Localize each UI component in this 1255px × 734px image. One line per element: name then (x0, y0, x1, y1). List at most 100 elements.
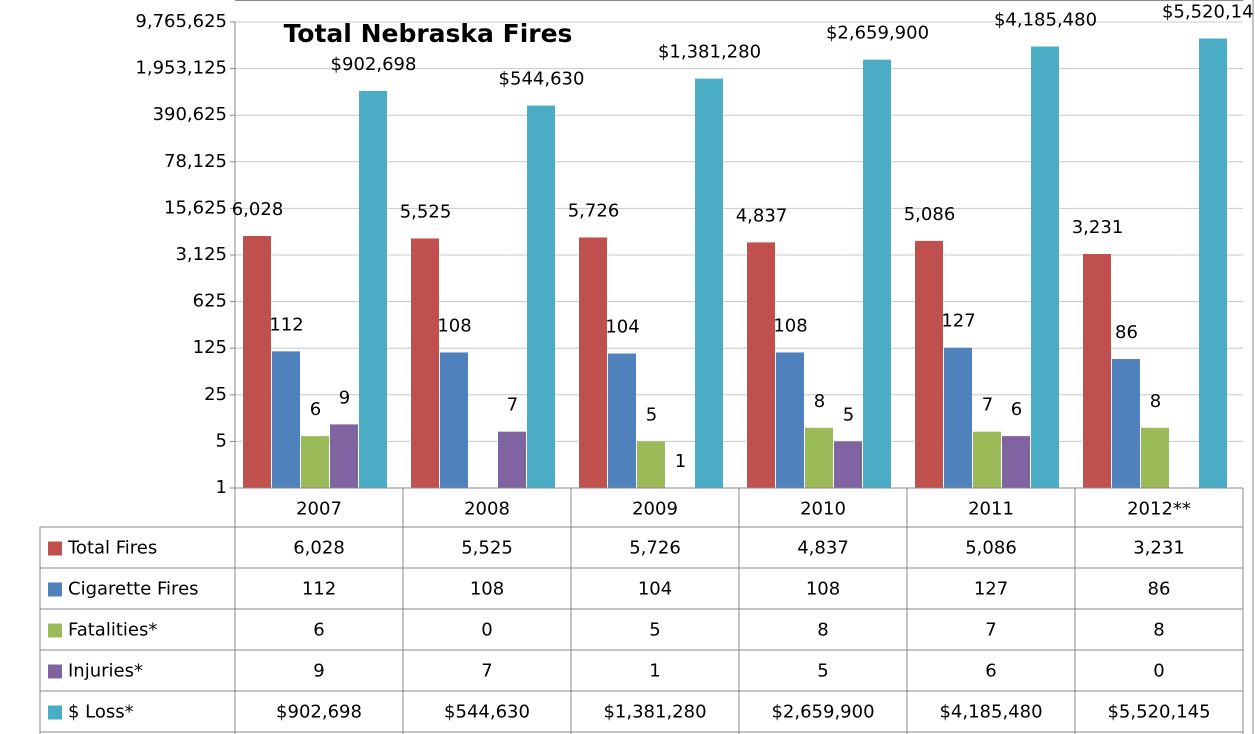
y-tick-label: 3,125 (175, 244, 227, 265)
bar (695, 78, 723, 489)
legend-label: Fatalities* (68, 620, 157, 641)
table-cell: 3,231 (1133, 538, 1185, 559)
data-label: 6 (310, 399, 321, 420)
bar (1083, 254, 1111, 488)
bar (301, 436, 329, 488)
y-tick-label: 15,625 (164, 197, 227, 218)
data-label: $544,630 (499, 69, 585, 90)
table-cell: 108 (806, 579, 840, 600)
bar (1112, 359, 1140, 488)
table-cell: 7 (481, 661, 492, 682)
table-cell: $2,659,900 (771, 702, 874, 723)
table-cell: 6 (985, 661, 996, 682)
table-cell: $4,185,480 (939, 702, 1042, 723)
data-label: 5,726 (568, 200, 620, 221)
table-cell: 0 (1153, 661, 1164, 682)
data-label: 86 (1115, 322, 1138, 343)
legend-key (48, 705, 62, 720)
table-cell: 7 (985, 620, 996, 641)
bar (747, 242, 775, 488)
data-label: 127 (941, 311, 975, 332)
data-label: 8 (814, 391, 825, 412)
legend-label: $ Loss* (68, 702, 134, 723)
bar (411, 238, 439, 488)
data-label: 6 (1011, 399, 1022, 420)
data-label: 4,837 (736, 205, 788, 226)
data-label: 5,525 (400, 202, 452, 223)
data-label: $2,659,900 (826, 23, 929, 44)
bar (834, 441, 862, 488)
table-cell: $902,698 (276, 702, 362, 723)
data-label: 7 (507, 395, 518, 416)
legend-label: Cigarette Fires (68, 579, 199, 600)
bar (1199, 38, 1227, 489)
bar (1141, 427, 1169, 488)
data-label: $4,185,480 (994, 10, 1097, 31)
table-cell: 9 (313, 661, 324, 682)
table-cell: 8 (1153, 620, 1164, 641)
legend-key (48, 623, 62, 638)
data-label: $902,698 (331, 54, 417, 75)
table-cell: 112 (302, 579, 336, 600)
x-tick-label: 2008 (464, 499, 510, 520)
y-tick-label: 390,625 (153, 104, 227, 125)
legend-label: Total Fires (67, 538, 157, 559)
table-cell: 86 (1148, 579, 1171, 600)
data-label: 108 (437, 315, 471, 336)
x-tick-label: 2012** (1127, 499, 1191, 520)
y-tick-label: 125 (193, 337, 227, 358)
x-tick-label: 2009 (632, 499, 678, 520)
bar (805, 427, 833, 488)
table-cell: 8 (817, 620, 828, 641)
bar (944, 347, 972, 488)
data-label: 1 (675, 451, 686, 472)
table-cell: $5,520,145 (1107, 702, 1210, 723)
bar (243, 235, 271, 488)
chart-title: Total Nebraska Fires (284, 19, 573, 48)
bar (579, 237, 607, 488)
x-tick-label: 2007 (296, 499, 342, 520)
legend-key (48, 541, 62, 556)
y-tick-label: 625 (193, 291, 227, 312)
table-cell: 0 (481, 620, 492, 641)
table-cell: $1,381,280 (603, 702, 706, 723)
bar (776, 352, 804, 488)
bar (498, 431, 526, 488)
data-label: 5,086 (904, 204, 956, 225)
legend-label: Injuries* (68, 661, 143, 682)
data-label: 9 (339, 387, 350, 408)
table-cell: 5,726 (629, 538, 681, 559)
data-label: $5,520,145 (1162, 2, 1255, 23)
y-tick-label: 1 (216, 477, 227, 498)
table-cell: 5 (649, 620, 660, 641)
table-cell: 6,028 (293, 538, 345, 559)
data-label: 6,028 (232, 199, 284, 220)
table-cell: 108 (470, 579, 504, 600)
bar (440, 352, 468, 488)
bar (359, 90, 387, 489)
data-label: 8 (1150, 391, 1161, 412)
table-cell: 5 (817, 661, 828, 682)
data-label: 5 (646, 404, 657, 425)
table-cell: 4,837 (797, 538, 849, 559)
table-cell: 104 (638, 579, 672, 600)
y-tick-label: 1,953,125 (135, 58, 227, 79)
y-tick-label: 9,765,625 (135, 11, 227, 32)
data-label: 108 (773, 315, 807, 336)
x-tick-label: 2011 (968, 499, 1014, 520)
data-label: $1,381,280 (658, 42, 761, 63)
bar (272, 351, 300, 488)
bar (608, 353, 636, 488)
bar (330, 424, 358, 488)
table-cell: 6 (313, 620, 324, 641)
legend-key (48, 664, 62, 679)
table-cell: 5,086 (965, 538, 1017, 559)
data-label: 104 (605, 317, 639, 338)
bar (637, 441, 665, 488)
table-cell: $544,630 (444, 702, 530, 723)
data-label: 3,231 (1072, 217, 1124, 238)
data-label: 112 (269, 314, 303, 335)
y-tick-label: 25 (204, 384, 227, 405)
bar (915, 240, 943, 488)
